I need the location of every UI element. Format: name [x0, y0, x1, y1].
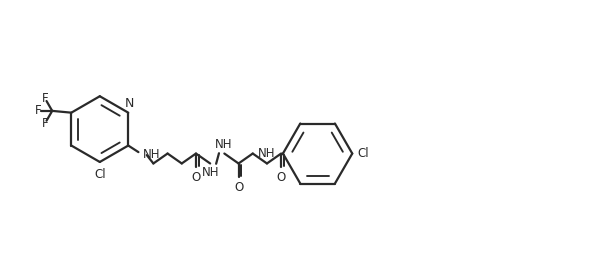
Text: O: O	[234, 182, 243, 194]
Text: NH: NH	[143, 148, 161, 161]
Text: O: O	[276, 172, 286, 185]
Text: NH: NH	[202, 166, 219, 179]
Text: NH: NH	[215, 137, 233, 151]
Text: Cl: Cl	[94, 168, 105, 181]
Text: F: F	[42, 117, 48, 130]
Text: NH: NH	[258, 147, 276, 160]
Text: F: F	[42, 92, 48, 105]
Text: N: N	[124, 97, 134, 110]
Text: F: F	[35, 104, 41, 118]
Text: Cl: Cl	[358, 147, 369, 160]
Text: O: O	[191, 172, 201, 185]
